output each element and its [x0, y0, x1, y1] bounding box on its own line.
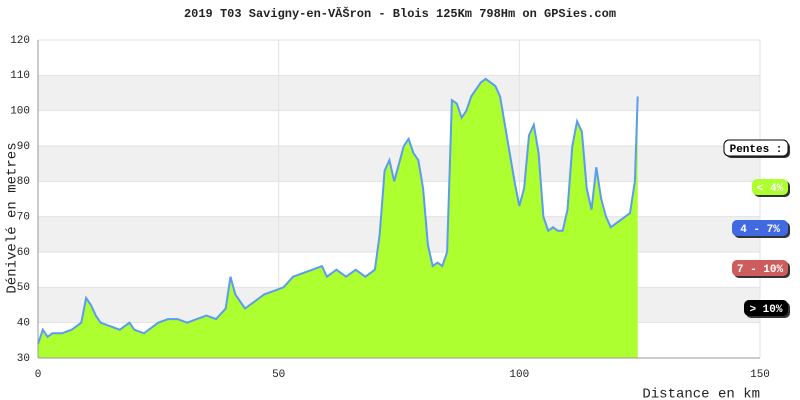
x-axis-label: Distance en km [642, 387, 760, 400]
elevation-line [37, 77, 639, 345]
y-axis-label: Dénivelé en metres [5, 142, 21, 293]
legend-box [723, 139, 789, 157]
y-tick-label: 80 [17, 176, 30, 188]
chart-title: 2019 T03 Savigny-en-VĂŠron - Blois 125Km… [184, 6, 616, 21]
y-tick-label: 120 [10, 35, 30, 47]
legend-box [732, 220, 788, 236]
y-tick-label: 40 [17, 318, 30, 330]
y-tick-label: 70 [17, 212, 30, 224]
x-tick-label: 100 [509, 369, 529, 381]
legend-item: 4 - 7% [740, 224, 780, 236]
legend-item: < 4% [757, 183, 784, 195]
elevation-area [38, 78, 638, 359]
y-tick-label: 60 [17, 247, 30, 259]
x-tick-label: 50 [272, 369, 285, 381]
legend-box [752, 179, 788, 195]
legend-box [732, 260, 788, 276]
y-tick-label: 100 [10, 106, 30, 118]
legend-item: > 10% [749, 304, 782, 316]
y-tick-label: 90 [17, 141, 30, 153]
legend-title: Pentes : [730, 144, 783, 156]
x-tick-label: 150 [750, 369, 770, 381]
grid-band [38, 75, 760, 111]
y-tick-label: 110 [10, 70, 30, 82]
y-tick-label: 30 [17, 353, 30, 365]
y-tick-label: 50 [17, 282, 30, 294]
legend-box [744, 300, 788, 316]
legend-item: 7 - 10% [737, 264, 784, 276]
x-tick-label: 0 [35, 369, 42, 381]
